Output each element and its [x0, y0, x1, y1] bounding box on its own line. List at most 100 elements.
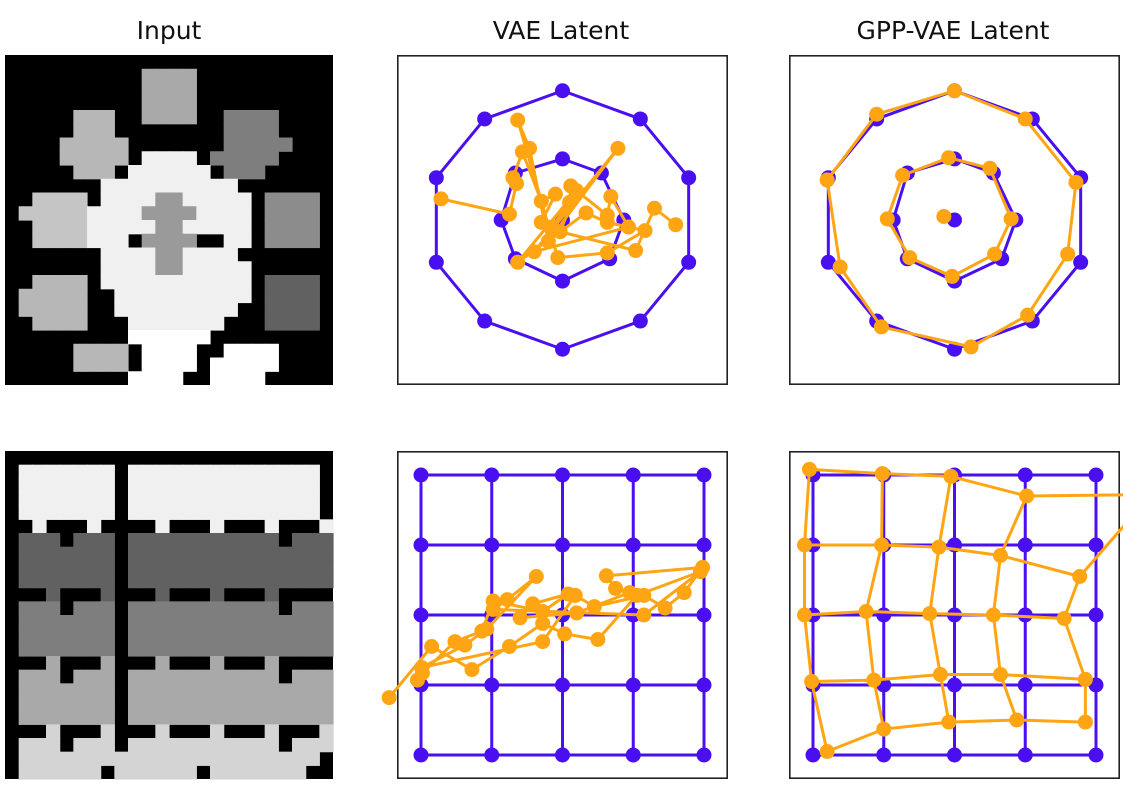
image-pixel [155, 765, 170, 780]
image-pixel [155, 492, 170, 507]
image-pixel [264, 738, 279, 753]
image-pixel [264, 656, 279, 671]
ground-truth-point [428, 170, 444, 186]
image-pixel [100, 165, 115, 180]
image-pixel [210, 316, 225, 331]
image-pixel [182, 357, 197, 372]
image-pixel [223, 601, 238, 616]
image-pixel [114, 751, 129, 766]
image-pixel [59, 151, 74, 166]
image-pixel [210, 505, 225, 520]
image-pixel [305, 738, 320, 753]
ground-truth-point [696, 747, 712, 763]
image-pixel [100, 492, 115, 507]
image-pixel [155, 371, 170, 386]
image-pixel [18, 738, 33, 753]
image-pixel [169, 330, 184, 345]
image-pixel [237, 738, 252, 753]
image-pixel [100, 464, 115, 479]
ground-truth-point [555, 83, 570, 99]
image-pixel [210, 628, 225, 643]
image-pixel [196, 330, 211, 345]
image-pixel [128, 492, 143, 507]
image-pixel [114, 343, 129, 359]
ground-truth-point [1073, 254, 1089, 270]
image-pixel [196, 642, 211, 657]
image-pixel [141, 151, 156, 166]
image-pixel [237, 560, 252, 575]
image-pixel [141, 288, 156, 304]
gpp-vae-latent-point [895, 167, 911, 183]
image-pixel [59, 560, 74, 575]
image-pixel [46, 206, 61, 221]
image-pixel [46, 751, 61, 766]
title-gpp-vae-latent: GPP-VAE Latent [856, 16, 1050, 45]
image-pixel [32, 192, 47, 207]
image-pixel [292, 316, 307, 331]
image-pixel [278, 505, 293, 520]
image-pixel [210, 642, 225, 657]
image-pixel [319, 601, 334, 616]
image-pixel [46, 724, 61, 739]
image-pixel [73, 546, 88, 561]
image-pixel [278, 137, 293, 152]
image-pixel [114, 233, 129, 249]
image-pixel [87, 505, 102, 520]
image-pixel [169, 765, 184, 780]
image-pixel [196, 560, 211, 575]
vae-latent-point [540, 233, 556, 249]
image-pixel [46, 220, 61, 235]
image-pixel [155, 587, 170, 602]
image-pixel [182, 533, 197, 548]
image-pixel [210, 615, 225, 630]
image-pixel [87, 357, 102, 372]
image-pixel [46, 464, 61, 479]
image-pixel [46, 710, 61, 725]
image-pixel [169, 110, 184, 125]
image-pixel [237, 574, 252, 589]
ground-truth-point [413, 747, 429, 763]
image-pixel [100, 137, 115, 152]
image-pixel [182, 178, 197, 194]
image-pixel [87, 751, 102, 766]
image-pixel [264, 628, 279, 643]
image-pixel [114, 247, 129, 262]
image-pixel [32, 738, 47, 753]
image-pixel [100, 357, 115, 372]
image-pixel [264, 751, 279, 766]
image-pixel [237, 192, 252, 207]
image-pixel [319, 615, 334, 630]
image-pixel [182, 751, 197, 766]
image-pixel [169, 683, 184, 698]
image-pixel [114, 261, 129, 276]
image-pixel [169, 316, 184, 331]
image-pixel [141, 192, 156, 207]
image-pixel [32, 697, 47, 712]
image-pixel [155, 68, 170, 84]
ground-truth-point [555, 467, 570, 483]
image-pixel [182, 683, 197, 698]
image-pixel [18, 478, 33, 493]
image-pixel [87, 123, 102, 139]
image-pixel [128, 371, 143, 386]
image-pixel [128, 165, 143, 180]
image-pixel [128, 697, 143, 712]
image-pixel [100, 247, 115, 262]
vae-latent-point [676, 585, 692, 601]
image-pixel [169, 464, 184, 479]
ground-truth-point [1088, 467, 1104, 483]
image-pixel [100, 587, 115, 602]
image-pixel [87, 601, 102, 616]
image-pixel [237, 261, 252, 276]
image-pixel [196, 533, 211, 548]
image-pixel [73, 123, 88, 139]
image-pixel [278, 560, 293, 575]
image-pixel [128, 247, 143, 262]
image-pixel [59, 683, 74, 698]
image-pixel [128, 220, 143, 235]
image-pixel [141, 505, 156, 520]
image-pixel [182, 738, 197, 753]
image-pixel [18, 206, 33, 221]
image-pixel [264, 110, 279, 125]
image-pixel [100, 669, 115, 684]
